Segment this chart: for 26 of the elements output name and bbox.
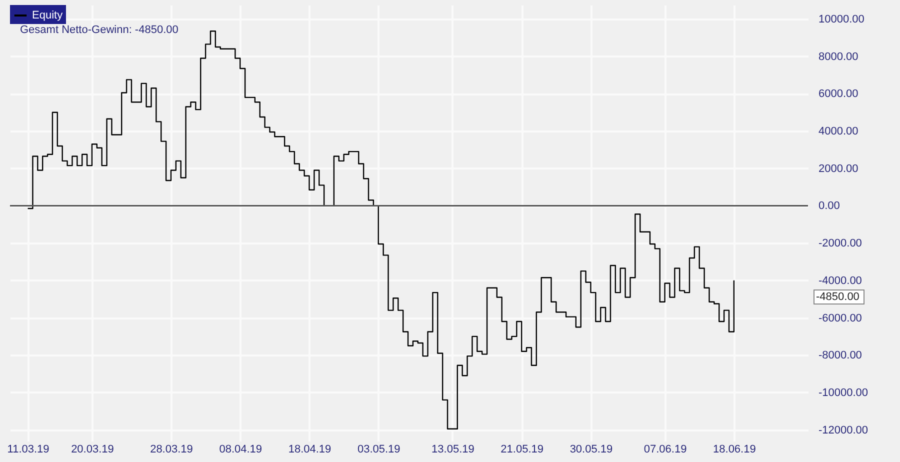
legend-label: Equity [32,10,64,22]
x-tick-label: 13.05.19 [432,444,474,456]
y-tick-label: -6000.00 [818,312,862,324]
x-tick-label: 20.03.19 [71,444,114,456]
y-tick-label: -12000.00 [818,424,868,436]
x-tick-label: 18.04.19 [288,444,332,456]
y-tick-label: -4000.00 [818,274,862,287]
y-tick-label: -2000.00 [818,238,862,250]
y-tick-label: 4000.00 [818,126,858,138]
x-tick-label: 30.05.19 [570,444,613,456]
y-tick-label: 6000.00 [818,88,858,100]
y-tick-label: 8000.00 [818,50,858,63]
text: -4850.00 [816,291,860,303]
annotation: Gesamt Netto-Gewinn: -4850.00 [20,24,178,36]
y-tick-label: 2000.00 [818,162,858,175]
y-tick-label: 0.00 [818,200,840,212]
x-tick-label: 11.03.19 [7,444,50,456]
x-tick-label: 07.06.19 [644,444,687,456]
y-tick-label: 10000.00 [818,14,864,26]
x-tick-label: 18.06.19 [713,444,756,456]
x-tick-label: 03.05.19 [357,444,400,456]
y-tick-label: -10000.00 [818,386,868,399]
y-tick-label: -8000.00 [818,350,862,362]
x-tick-label: 21.05.19 [500,444,544,456]
x-tick-label: 08.04.19 [219,444,262,456]
x-tick-label: 28.03.19 [150,444,193,456]
